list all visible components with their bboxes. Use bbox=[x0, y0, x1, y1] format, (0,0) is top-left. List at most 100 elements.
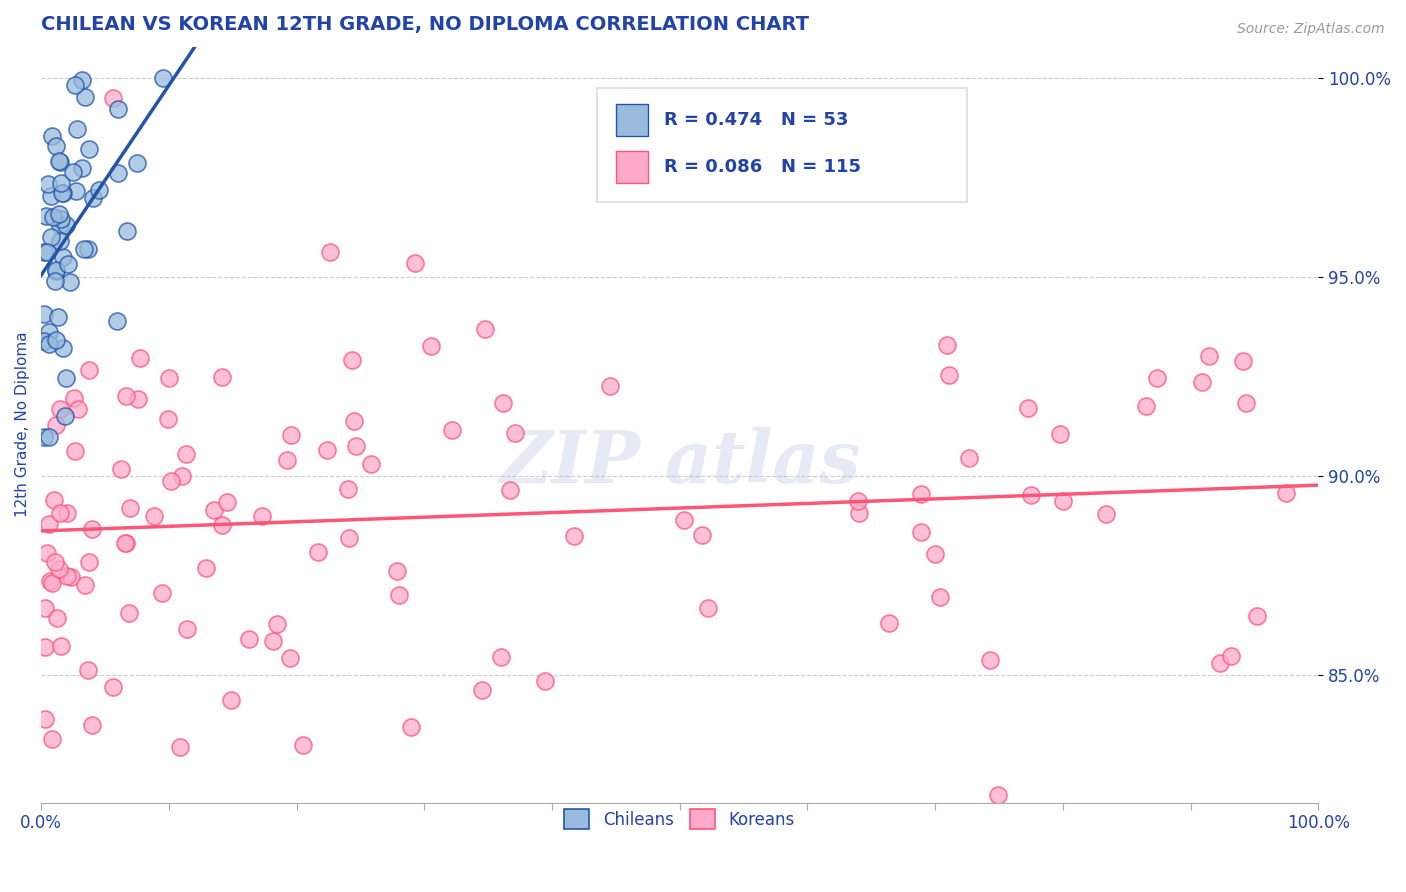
Point bbox=[697, 601, 720, 615]
Point bbox=[202, 503, 225, 517]
Point bbox=[52, 186, 75, 201]
Point bbox=[143, 508, 166, 523]
Point bbox=[152, 71, 174, 86]
Point bbox=[238, 632, 260, 646]
Point bbox=[38, 517, 60, 532]
Point bbox=[34, 601, 56, 615]
Point bbox=[45, 264, 67, 278]
Point bbox=[89, 183, 111, 197]
Point bbox=[877, 616, 900, 631]
Point bbox=[1146, 371, 1168, 385]
Point bbox=[49, 176, 72, 190]
Point bbox=[32, 245, 55, 260]
Point bbox=[505, 425, 527, 440]
Point bbox=[37, 245, 59, 260]
Point bbox=[979, 653, 1001, 667]
Point bbox=[1232, 354, 1254, 368]
Point bbox=[160, 474, 183, 488]
Point bbox=[41, 128, 63, 143]
Point bbox=[217, 495, 239, 509]
Point bbox=[533, 673, 555, 688]
Point bbox=[45, 333, 67, 347]
Point bbox=[114, 389, 136, 403]
Point bbox=[67, 402, 90, 417]
Point bbox=[120, 501, 142, 516]
Point bbox=[41, 576, 63, 591]
Point bbox=[150, 586, 173, 600]
Point bbox=[1209, 656, 1232, 670]
Point bbox=[35, 546, 58, 560]
Point bbox=[34, 640, 56, 654]
Point bbox=[77, 363, 100, 377]
Point bbox=[344, 439, 367, 453]
Point bbox=[34, 209, 56, 223]
Point bbox=[1219, 648, 1241, 663]
FancyBboxPatch shape bbox=[616, 104, 648, 136]
Point bbox=[250, 508, 273, 523]
Point bbox=[55, 371, 77, 385]
Point bbox=[75, 578, 97, 592]
Point bbox=[62, 165, 84, 179]
Point bbox=[39, 189, 62, 203]
Point bbox=[53, 409, 76, 424]
Point bbox=[360, 457, 382, 471]
Point bbox=[385, 564, 408, 578]
Point bbox=[51, 639, 73, 653]
Point bbox=[1135, 399, 1157, 413]
Point bbox=[987, 788, 1010, 802]
Point bbox=[125, 155, 148, 169]
Point bbox=[55, 219, 77, 233]
FancyBboxPatch shape bbox=[616, 151, 648, 183]
Point bbox=[65, 184, 87, 198]
Text: CHILEAN VS KOREAN 12TH GRADE, NO DIPLOMA CORRELATION CHART: CHILEAN VS KOREAN 12TH GRADE, NO DIPLOMA… bbox=[41, 15, 808, 34]
Point bbox=[45, 263, 67, 277]
Point bbox=[170, 469, 193, 483]
Point bbox=[49, 506, 72, 520]
Point bbox=[107, 102, 129, 116]
Point bbox=[169, 740, 191, 755]
Point bbox=[337, 531, 360, 545]
Point bbox=[404, 256, 426, 270]
Point bbox=[115, 224, 138, 238]
Point bbox=[492, 396, 515, 410]
Point bbox=[34, 712, 56, 726]
Point bbox=[56, 569, 79, 583]
Point bbox=[48, 154, 70, 169]
Text: R = 0.474   N = 53: R = 0.474 N = 53 bbox=[665, 111, 849, 129]
Point bbox=[82, 522, 104, 536]
Point bbox=[41, 732, 63, 747]
Point bbox=[115, 535, 138, 549]
Point bbox=[44, 274, 66, 288]
Point bbox=[848, 506, 870, 520]
Point bbox=[45, 139, 67, 153]
Point bbox=[562, 529, 585, 543]
Point bbox=[41, 230, 63, 244]
Point bbox=[491, 649, 513, 664]
Point bbox=[32, 334, 55, 349]
Point bbox=[276, 453, 298, 467]
Point bbox=[1191, 375, 1213, 389]
Point bbox=[58, 257, 80, 271]
Point bbox=[174, 447, 197, 461]
Text: Source: ZipAtlas.com: Source: ZipAtlas.com bbox=[1237, 22, 1385, 37]
Point bbox=[51, 212, 73, 227]
Point bbox=[1017, 401, 1039, 416]
Point bbox=[51, 186, 73, 200]
Point bbox=[52, 341, 75, 355]
Point bbox=[114, 536, 136, 550]
Point bbox=[32, 308, 55, 322]
Point bbox=[49, 154, 72, 169]
Point bbox=[176, 622, 198, 636]
Point bbox=[101, 680, 124, 694]
Point bbox=[32, 429, 55, 443]
Point bbox=[957, 450, 980, 465]
Point bbox=[474, 322, 496, 336]
Point bbox=[52, 251, 75, 265]
Point bbox=[471, 682, 494, 697]
Point bbox=[63, 443, 86, 458]
Point bbox=[59, 276, 82, 290]
Point bbox=[110, 461, 132, 475]
Point bbox=[936, 338, 959, 352]
Point bbox=[76, 242, 98, 256]
Point bbox=[1021, 488, 1043, 502]
